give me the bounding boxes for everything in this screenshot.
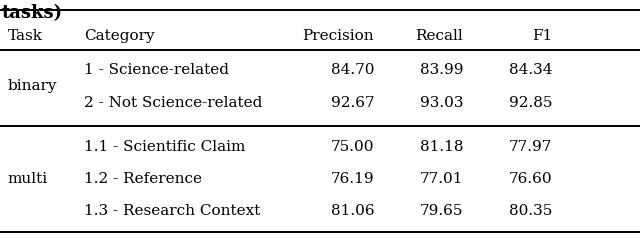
Text: 76.60: 76.60 bbox=[509, 172, 552, 186]
Text: 1 - Science-related: 1 - Science-related bbox=[84, 63, 229, 77]
Text: 2 - Not Science-related: 2 - Not Science-related bbox=[84, 96, 262, 110]
Text: F1: F1 bbox=[532, 29, 552, 43]
Text: 92.67: 92.67 bbox=[330, 96, 374, 110]
Text: 1.3 - Research Context: 1.3 - Research Context bbox=[84, 204, 260, 218]
Text: binary: binary bbox=[8, 80, 57, 94]
Text: 83.99: 83.99 bbox=[420, 63, 463, 77]
Text: 81.18: 81.18 bbox=[420, 140, 463, 154]
Text: Task: Task bbox=[8, 29, 43, 43]
Text: 79.65: 79.65 bbox=[420, 204, 463, 218]
Text: 76.19: 76.19 bbox=[330, 172, 374, 186]
Text: 92.85: 92.85 bbox=[509, 96, 552, 110]
Text: 81.06: 81.06 bbox=[330, 204, 374, 218]
Text: multi: multi bbox=[8, 172, 48, 186]
Text: 80.35: 80.35 bbox=[509, 204, 552, 218]
Text: 1.1 - Scientific Claim: 1.1 - Scientific Claim bbox=[84, 140, 246, 154]
Text: 1.2 - Reference: 1.2 - Reference bbox=[84, 172, 202, 186]
Text: 77.01: 77.01 bbox=[420, 172, 463, 186]
Text: 75.00: 75.00 bbox=[331, 140, 374, 154]
Text: Precision: Precision bbox=[303, 29, 374, 43]
Text: Category: Category bbox=[84, 29, 155, 43]
Text: 84.70: 84.70 bbox=[331, 63, 374, 77]
Text: 84.34: 84.34 bbox=[509, 63, 552, 77]
Text: 93.03: 93.03 bbox=[420, 96, 463, 110]
Text: Recall: Recall bbox=[415, 29, 463, 43]
Text: tasks): tasks) bbox=[1, 4, 63, 22]
Text: 77.97: 77.97 bbox=[509, 140, 552, 154]
